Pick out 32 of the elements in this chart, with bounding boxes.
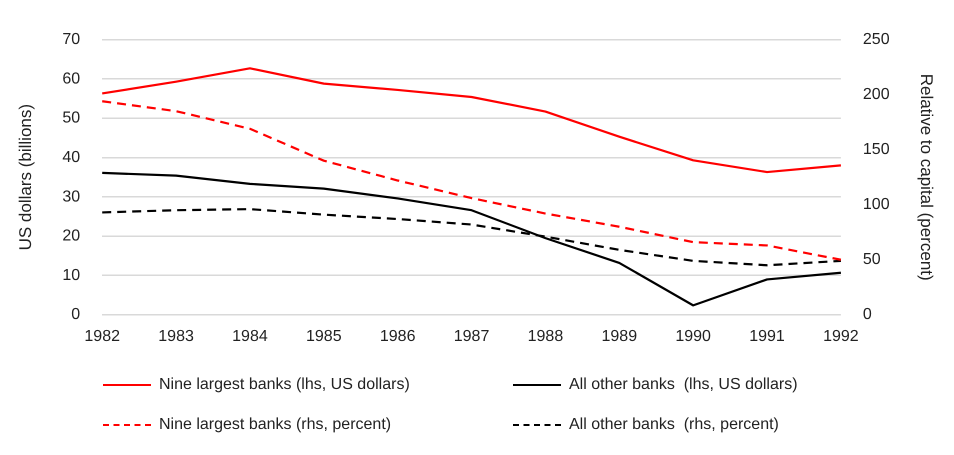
x-tick-label: 1990 [675, 328, 712, 345]
y-tick-label: 30 [62, 188, 80, 206]
x-tick-label: 1989 [601, 328, 638, 345]
y2-tick-label: 150 [862, 141, 890, 158]
legend-label: All other banks (rhs, percent) [569, 416, 779, 434]
legend-label: Nine largest banks (lhs, US dollars) [159, 376, 410, 394]
y-axis-title: US dollars (billions) [16, 104, 35, 250]
x-tick-label: 1985 [306, 328, 342, 345]
y-tick-label: 50 [62, 110, 80, 127]
x-tick-label: 1982 [84, 328, 120, 345]
x-tick-label: 1992 [823, 328, 859, 345]
y-tick-label: 0 [71, 306, 80, 324]
y-tick-label: 70 [62, 31, 80, 48]
x-tick-label: 1984 [232, 328, 268, 345]
y2-tick-label: 50 [862, 251, 881, 268]
x-tick-label: 1988 [528, 328, 564, 345]
y2-tick-label: 0 [862, 306, 872, 324]
x-tick-label: 1983 [158, 328, 194, 345]
x-tick-label: 1991 [749, 328, 785, 345]
x-tick-label: 1987 [454, 328, 490, 345]
x-tick-label: 1986 [380, 328, 416, 345]
y-tick-label: 20 [62, 228, 80, 245]
legend-label: All other banks (lhs, US dollars) [569, 376, 798, 394]
line-series [101, 100, 842, 261]
y2-tick-label: 250 [862, 31, 890, 48]
y-tick-label: 10 [62, 266, 80, 284]
legend-label: Nine largest banks (rhs, percent) [159, 416, 392, 434]
y-tick-label: 40 [62, 148, 80, 166]
y2-tick-label: 200 [862, 86, 890, 104]
y2-tick-label: 100 [862, 196, 890, 214]
y-tick-label: 60 [62, 70, 80, 88]
y2-axis-title: Relative to capital (percent) [917, 74, 936, 281]
